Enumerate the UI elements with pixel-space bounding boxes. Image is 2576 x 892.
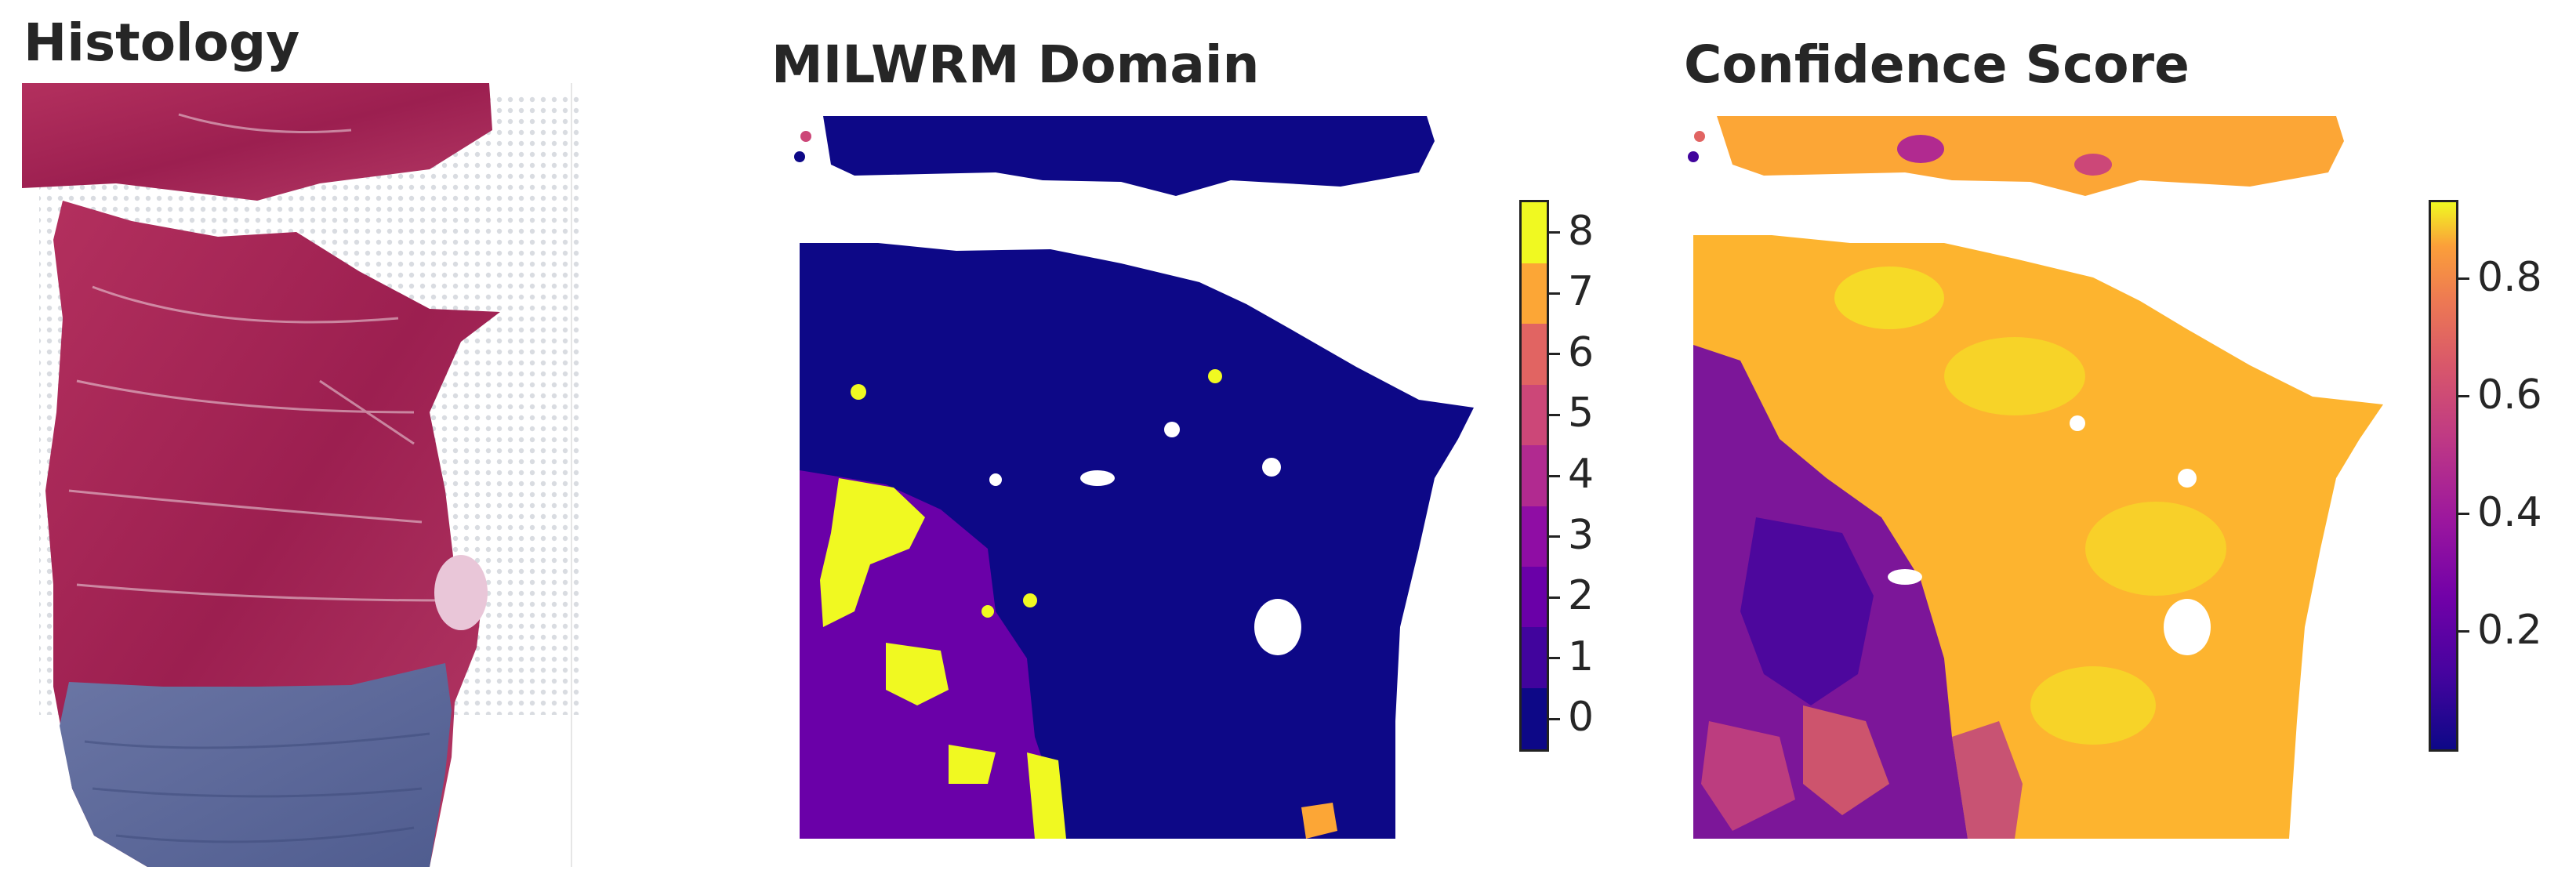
- domain-colorbar-tick-mark: [1549, 717, 1560, 720]
- domain-spatial-map: [792, 110, 1474, 847]
- confidence-colorbar-tick-mark: [2458, 277, 2469, 281]
- confidence-colorbar-tick-label: 0.2: [2477, 606, 2542, 654]
- confidence-title: Confidence Score: [1684, 34, 2190, 95]
- domain-colorbar-tick-mark: [1549, 474, 1560, 477]
- domain-colorbar-tick-label: 5: [1568, 390, 1595, 437]
- domain-colorbar-tick-mark: [1549, 596, 1560, 599]
- domain-title: MILWRM Domain: [771, 34, 1260, 95]
- histology-image: [22, 83, 583, 867]
- domain-colorbar-tick-mark: [1549, 535, 1560, 538]
- histology-title: Histology: [24, 13, 300, 73]
- domain-colorbar-tick-label: 7: [1568, 268, 1595, 316]
- confidence-colorbar-tick-label: 0.8: [2477, 253, 2542, 301]
- domain-colorbar-tick-label: 6: [1568, 328, 1595, 376]
- domain-colorbar-tick-mark: [1549, 413, 1560, 416]
- confidence-colorbar-gradient: [2431, 202, 2456, 749]
- domain-colorbar-tick-mark: [1549, 292, 1560, 295]
- domain-colorbar-steps: [1522, 202, 1547, 749]
- domain-colorbar-tick-mark: [1549, 657, 1560, 660]
- confidence-colorbar: [2429, 200, 2458, 752]
- confidence-colorbar-tick-label: 0.6: [2477, 371, 2542, 419]
- domain-colorbar-tick-label: 8: [1568, 207, 1595, 255]
- domain-colorbar-tick-label: 1: [1568, 633, 1595, 680]
- domain-colorbar: [1519, 200, 1549, 752]
- domain-colorbar-tick-mark: [1549, 353, 1560, 356]
- domain-colorbar-tick-label: 3: [1568, 511, 1595, 559]
- confidence-colorbar-tick-mark: [2458, 513, 2469, 516]
- confidence-spatial-map: [1685, 110, 2383, 847]
- confidence-colorbar-tick-mark: [2458, 395, 2469, 398]
- domain-colorbar-tick-mark: [1549, 231, 1560, 234]
- domain-colorbar-tick-label: 4: [1568, 451, 1595, 498]
- domain-colorbar-tick-label: 0: [1568, 694, 1595, 742]
- confidence-colorbar-tick-label: 0.4: [2477, 488, 2542, 536]
- confidence-colorbar-tick-mark: [2458, 630, 2469, 633]
- domain-colorbar-tick-label: 2: [1568, 572, 1595, 620]
